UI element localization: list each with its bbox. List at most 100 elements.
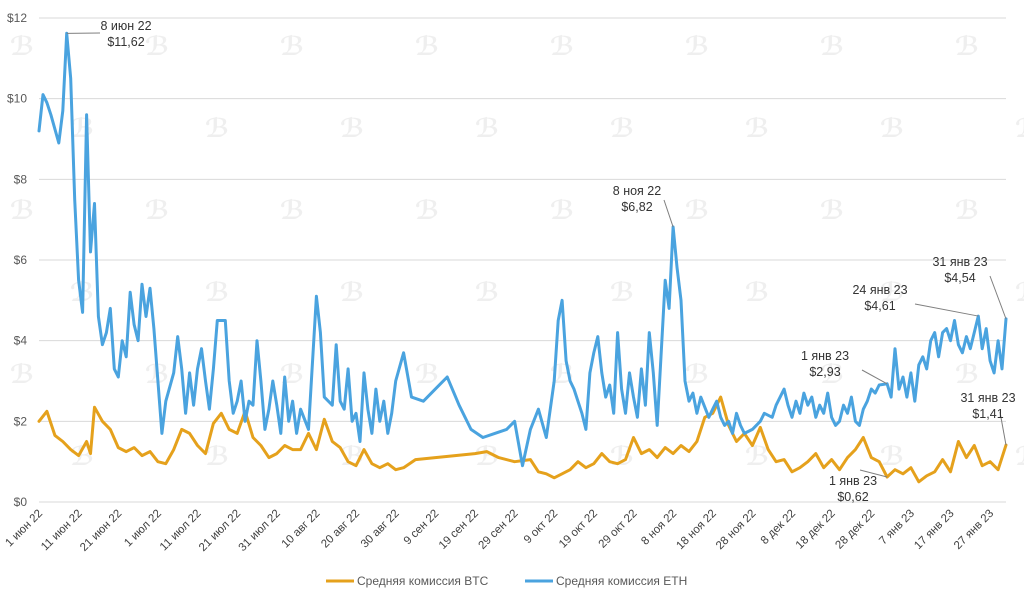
watermark-logo: ℬ bbox=[685, 32, 709, 62]
watermark-logo: ℬ bbox=[550, 196, 574, 226]
watermark-logo: ℬ bbox=[955, 360, 979, 390]
watermark-logo: ℬ bbox=[205, 114, 229, 144]
x-tick-label: 9 окт 22 bbox=[522, 508, 560, 546]
watermark-logo: ℬ bbox=[955, 196, 979, 226]
x-tick-label: 19 сен 22 bbox=[437, 508, 481, 552]
y-tick-label: $2 bbox=[14, 414, 28, 428]
watermark-logo: ℬ bbox=[1015, 278, 1024, 308]
annotation-date: 31 янв 23 bbox=[960, 391, 1015, 405]
annotation-leader bbox=[999, 411, 1007, 446]
legend-label: Средняя комиссия BTC bbox=[357, 574, 489, 588]
x-tick-label: 20 авг 22 bbox=[319, 508, 362, 551]
x-tick-label: 10 авг 22 bbox=[280, 508, 323, 551]
annotation-value: $11,62 bbox=[107, 35, 144, 49]
watermark-logo: ℬ bbox=[145, 32, 169, 62]
watermark-logo: ℬ bbox=[745, 278, 769, 308]
y-tick-label: $8 bbox=[14, 172, 28, 186]
annotation-value: $4,61 bbox=[864, 299, 895, 313]
annotation-value: $0,62 bbox=[837, 490, 868, 504]
watermark-logo: ℬ bbox=[820, 360, 844, 390]
watermark-logo: ℬ bbox=[475, 114, 499, 144]
x-tick-label: 18 дек 22 bbox=[794, 508, 838, 552]
x-tick-label: 29 сен 22 bbox=[477, 508, 521, 552]
watermark-logo: ℬ bbox=[475, 278, 499, 308]
annotation-date: 1 янв 23 bbox=[801, 349, 849, 363]
watermark-logo: ℬ bbox=[10, 196, 34, 226]
watermark-logo: ℬ bbox=[880, 278, 904, 308]
y-tick-label: $6 bbox=[14, 253, 28, 267]
watermark-logo: ℬ bbox=[1015, 442, 1024, 472]
x-tick-label: 9 сен 22 bbox=[402, 508, 442, 548]
legend-label: Средняя комиссия ETH bbox=[556, 574, 687, 588]
x-tick-label: 29 окт 22 bbox=[597, 508, 640, 551]
x-tick-label: 18 ноя 22 bbox=[674, 508, 719, 553]
watermark-logo: ℬ bbox=[145, 196, 169, 226]
x-tick-label: 8 ноя 22 bbox=[639, 508, 679, 548]
annotation-date: 8 ноя 22 bbox=[613, 184, 661, 198]
watermark-logo: ℬ bbox=[685, 196, 709, 226]
watermark-logo: ℬ bbox=[340, 278, 364, 308]
watermark-logo: ℬ bbox=[280, 196, 304, 226]
gridlines bbox=[39, 17, 1006, 503]
annotation-date: 31 янв 23 bbox=[932, 255, 987, 269]
watermark-logo: ℬ bbox=[10, 360, 34, 390]
eth-fee-line bbox=[37, 31, 1008, 468]
y-axis-ticks: $0 $2 $4 $6 $8 $10 $12 bbox=[7, 11, 27, 509]
watermark-logo: ℬ bbox=[820, 32, 844, 62]
x-tick-label: 28 дек 22 bbox=[833, 508, 877, 552]
annotation-leader bbox=[914, 303, 979, 317]
watermark-logo: ℬ bbox=[880, 114, 904, 144]
watermark-logo: ℬ bbox=[610, 278, 634, 308]
x-tick-label: 21 июн 22 bbox=[78, 508, 124, 554]
watermark-logo: ℬ bbox=[820, 196, 844, 226]
annotation-date: 1 янв 23 bbox=[829, 474, 877, 488]
watermark-logo: ℬ bbox=[205, 278, 229, 308]
x-tick-label: 17 янв 23 bbox=[912, 508, 956, 552]
x-tick-label: 1 июн 22 bbox=[3, 508, 45, 550]
x-tick-label: 31 июл 22 bbox=[237, 508, 283, 554]
watermark-logo: ℬ bbox=[745, 114, 769, 144]
watermark-logo: ℬ bbox=[955, 32, 979, 62]
annotation-date: 24 янв 23 bbox=[852, 283, 907, 297]
annotation-leader bbox=[859, 469, 888, 478]
annotation-value: $6,82 bbox=[621, 200, 652, 214]
annotations: 8 июн 22 $11,62 8 ноя 22 $6,82 1 янв 23 $2,93… bbox=[66, 19, 1016, 504]
annotation-date: 8 июн 22 bbox=[100, 19, 151, 33]
watermark-logo: ℬ bbox=[415, 32, 439, 62]
annotation-value: $4,54 bbox=[944, 271, 975, 285]
watermark-logo: ℬ bbox=[550, 32, 574, 62]
btc-fee-line bbox=[37, 395, 1008, 484]
x-tick-label: 28 ноя 22 bbox=[714, 508, 759, 553]
x-tick-label: 21 июл 22 bbox=[197, 508, 243, 554]
y-tick-label: $10 bbox=[7, 92, 27, 106]
y-tick-label: $12 bbox=[7, 11, 27, 25]
y-tick-label: $0 bbox=[14, 495, 28, 509]
x-tick-label: 1 июл 22 bbox=[122, 508, 164, 550]
x-tick-label: 19 окт 22 bbox=[557, 508, 600, 551]
legend: Средняя комиссия BTC Средняя комиссия ETH bbox=[326, 574, 687, 588]
x-tick-label: 7 янв 23 bbox=[877, 508, 917, 548]
watermark-logo: ℬ bbox=[10, 32, 34, 62]
watermark-logo: ℬ bbox=[1015, 114, 1024, 144]
watermark-logo: ℬ bbox=[685, 360, 709, 390]
annotation-value: $2,93 bbox=[809, 365, 840, 379]
watermark-logo: ℬ bbox=[415, 360, 439, 390]
watermark-logo: ℬ bbox=[205, 442, 229, 472]
watermark-layer: ℬ ℬ ℬ ℬ ℬ ℬ ℬ ℬℬ ℬ ℬ ℬ ℬ ℬ ℬℬ ℬ ℬ ℬ ℬ ℬ ℬ ℬℬ ℬ ℬ ℬ ℬ ℬ ℬℬ ℬ ℬ ℬ ℬ ℬ ℬ ℬℬ ℬ… bbox=[10, 32, 1024, 472]
x-tick-label: 30 авг 22 bbox=[359, 508, 402, 551]
annotation-leader bbox=[989, 275, 1007, 320]
annotation-leader bbox=[861, 369, 888, 385]
y-tick-label: $4 bbox=[14, 334, 28, 348]
series-lines bbox=[37, 31, 1008, 484]
watermark-logo: ℬ bbox=[745, 442, 769, 472]
watermark-logo: ℬ bbox=[610, 114, 634, 144]
watermark-logo: ℬ bbox=[880, 442, 904, 472]
x-tick-label: 27 янв 23 bbox=[952, 508, 996, 552]
annotation-leader bbox=[663, 199, 674, 228]
watermark-logo: ℬ bbox=[340, 114, 364, 144]
annotation-value: $1,41 bbox=[972, 407, 1003, 421]
watermark-logo: ℬ bbox=[415, 196, 439, 226]
x-tick-label: 8 дек 22 bbox=[759, 508, 798, 547]
